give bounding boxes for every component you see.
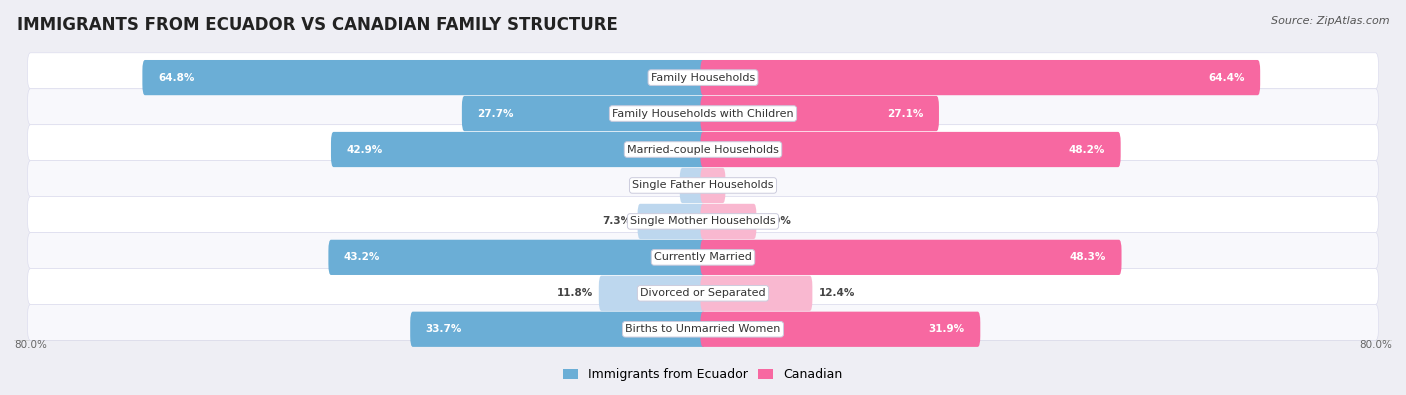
Text: Family Households: Family Households [651,73,755,83]
Text: Married-couple Households: Married-couple Households [627,145,779,154]
Text: Births to Unmarried Women: Births to Unmarried Women [626,324,780,334]
Text: Currently Married: Currently Married [654,252,752,262]
FancyBboxPatch shape [28,125,1378,161]
FancyBboxPatch shape [700,312,980,347]
Text: Divorced or Separated: Divorced or Separated [640,288,766,298]
FancyBboxPatch shape [700,132,1121,167]
Text: 80.0%: 80.0% [14,340,46,350]
FancyBboxPatch shape [461,96,706,131]
Text: 33.7%: 33.7% [426,324,463,334]
FancyBboxPatch shape [700,60,1260,95]
Text: IMMIGRANTS FROM ECUADOR VS CANADIAN FAMILY STRUCTURE: IMMIGRANTS FROM ECUADOR VS CANADIAN FAMI… [17,16,617,34]
FancyBboxPatch shape [28,53,1378,89]
FancyBboxPatch shape [329,240,706,275]
FancyBboxPatch shape [28,233,1378,269]
FancyBboxPatch shape [700,204,756,239]
Legend: Immigrants from Ecuador, Canadian: Immigrants from Ecuador, Canadian [558,363,848,386]
Text: 2.3%: 2.3% [731,181,761,190]
Text: 48.3%: 48.3% [1070,252,1107,262]
Text: 11.8%: 11.8% [557,288,593,298]
Text: 5.9%: 5.9% [762,216,792,226]
FancyBboxPatch shape [28,89,1378,125]
Text: 7.3%: 7.3% [602,216,631,226]
FancyBboxPatch shape [679,168,706,203]
Text: 2.4%: 2.4% [644,181,673,190]
FancyBboxPatch shape [28,197,1378,233]
Text: 42.9%: 42.9% [346,145,382,154]
FancyBboxPatch shape [700,168,725,203]
Text: 27.7%: 27.7% [478,109,513,118]
Text: 31.9%: 31.9% [929,324,965,334]
Text: 12.4%: 12.4% [818,288,855,298]
FancyBboxPatch shape [330,132,706,167]
Text: 43.2%: 43.2% [344,252,380,262]
FancyBboxPatch shape [28,161,1378,197]
Text: Single Father Households: Single Father Households [633,181,773,190]
Text: Family Households with Children: Family Households with Children [612,109,794,118]
FancyBboxPatch shape [637,204,706,239]
Text: 64.8%: 64.8% [157,73,194,83]
FancyBboxPatch shape [700,96,939,131]
Text: 80.0%: 80.0% [1360,340,1392,350]
FancyBboxPatch shape [599,276,706,311]
FancyBboxPatch shape [28,269,1378,305]
Text: 48.2%: 48.2% [1069,145,1105,154]
Text: 27.1%: 27.1% [887,109,924,118]
Text: 64.4%: 64.4% [1208,73,1244,83]
FancyBboxPatch shape [700,240,1122,275]
FancyBboxPatch shape [700,276,813,311]
Text: Source: ZipAtlas.com: Source: ZipAtlas.com [1271,16,1389,26]
FancyBboxPatch shape [28,305,1378,340]
Text: Single Mother Households: Single Mother Households [630,216,776,226]
FancyBboxPatch shape [142,60,706,95]
FancyBboxPatch shape [411,312,706,347]
